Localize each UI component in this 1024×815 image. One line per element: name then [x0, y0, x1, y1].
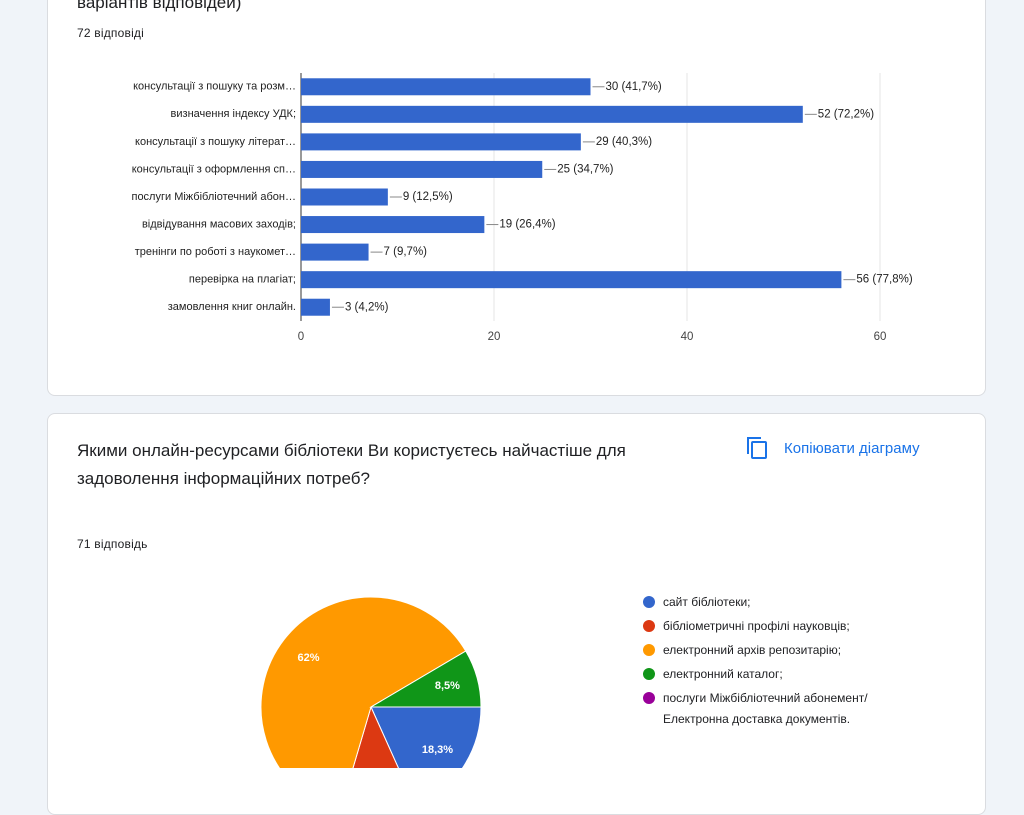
y-tick-label: замовлення книг онлайн.	[168, 301, 296, 313]
legend-marker	[643, 668, 655, 680]
data-label: 25 (34,7%)	[557, 163, 613, 175]
legend-label: послуги Міжбібліотечний абонемент/ Елект…	[663, 691, 868, 726]
slice-label: 18,3%	[422, 744, 453, 756]
data-label: 9 (12,5%)	[403, 191, 453, 203]
bar	[301, 160, 543, 178]
y-tick-label: консультації з пошуку та розм…	[133, 81, 296, 93]
bar	[301, 188, 388, 206]
pie-slice	[352, 705, 399, 768]
y-tick-label: консультації з пошуку літерат…	[135, 136, 296, 148]
legend-marker	[643, 692, 655, 704]
legend-label: електронний архів репозитарію;	[663, 643, 842, 657]
data-label: 30 (41,7%)	[606, 81, 662, 93]
question-title: варіантів відповідей)	[77, 0, 242, 12]
bar	[301, 216, 485, 234]
data-label: 56 (77,8%)	[856, 274, 912, 286]
data-label: 7 (9,7%)	[384, 246, 428, 258]
copy-chart-button[interactable]: Копіювати діаграму	[784, 440, 920, 457]
page: варіантів відповідей) 72 відповіді Якими…	[47, 0, 986, 815]
y-tick-label: відвідування масових заходів;	[142, 218, 296, 230]
x-tick-label: 40	[681, 331, 694, 343]
y-tick-label: тренінги по роботі з наукомет…	[135, 246, 296, 258]
slice-label: 8,5%	[435, 680, 460, 692]
legend-marker	[643, 620, 655, 632]
copy-icon[interactable]	[747, 437, 767, 459]
bar	[301, 298, 330, 316]
legend-label: бібліометричні профілі науковців;	[663, 619, 850, 633]
y-tick-label: визначення індексу УДК;	[171, 108, 296, 120]
legend-marker	[643, 644, 655, 656]
y-tick-label: перевірка на плагіат;	[189, 274, 296, 286]
charts: 0 20 40 60 консультації з пошуку та розм… 30 …	[131, 73, 913, 768]
pie-slice	[260, 596, 467, 768]
bar	[301, 133, 581, 151]
response-count: 72 відповіді	[77, 26, 145, 40]
y-tick-label: послуги Міжбібліотечний абон…	[131, 191, 296, 203]
slice-label: 62%	[298, 652, 320, 664]
response-count: 71 відповідь	[77, 537, 148, 551]
card	[47, 0, 986, 396]
question-title: Якими онлайн-ресурсами бібліотеки Ви кор…	[77, 441, 626, 488]
data-label: 19 (26,4%)	[499, 219, 555, 231]
data-label: 3 (4,2%)	[345, 301, 389, 313]
legend-marker	[643, 596, 655, 608]
data-label: 29 (40,3%)	[596, 136, 652, 148]
legend-label: електронний каталог;	[663, 667, 783, 681]
x-tick-label: 0	[298, 331, 304, 343]
data-label: 52 (72,2%)	[818, 108, 874, 120]
legend-label: сайт бібліотеки;	[663, 595, 751, 609]
card	[47, 413, 986, 815]
pie-slice	[370, 706, 482, 768]
x-tick-label: 60	[874, 331, 887, 343]
bar	[301, 78, 591, 96]
bar	[301, 243, 369, 261]
bar	[301, 105, 803, 123]
bar	[301, 271, 842, 289]
y-tick-label: консультації з оформлення сп…	[132, 163, 296, 175]
x-tick-label: 20	[488, 331, 501, 343]
